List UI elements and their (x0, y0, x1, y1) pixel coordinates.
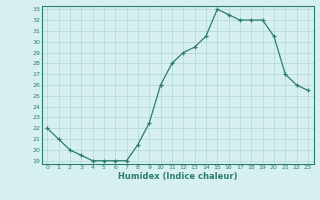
X-axis label: Humidex (Indice chaleur): Humidex (Indice chaleur) (118, 172, 237, 181)
